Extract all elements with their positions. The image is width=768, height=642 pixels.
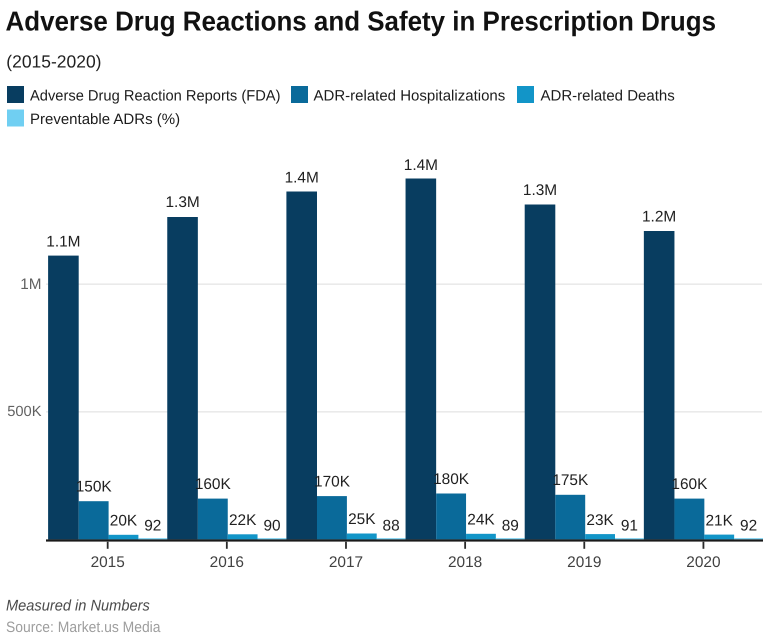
svg-text:2018: 2018 [448, 554, 482, 571]
svg-text:2020: 2020 [686, 554, 720, 571]
svg-text:1.3M: 1.3M [523, 182, 557, 199]
svg-text:1.1M: 1.1M [46, 234, 80, 251]
svg-text:2015: 2015 [91, 554, 125, 571]
svg-text:1.3M: 1.3M [165, 194, 199, 211]
svg-text:2019: 2019 [567, 554, 601, 571]
svg-text:Preventable ADRs (%): Preventable ADRs (%) [30, 111, 180, 128]
svg-text:20K: 20K [110, 513, 138, 530]
svg-text:88: 88 [383, 518, 400, 535]
svg-text:1.4M: 1.4M [285, 170, 319, 187]
svg-text:ADR-related Deaths: ADR-related Deaths [541, 88, 675, 105]
svg-text:160K: 160K [671, 476, 708, 493]
svg-text:(2015-2020): (2015-2020) [6, 51, 101, 71]
svg-text:2017: 2017 [329, 554, 363, 571]
svg-text:21K: 21K [706, 512, 734, 529]
svg-text:1.4M: 1.4M [404, 157, 438, 174]
svg-text:Adverse Drug Reactions and Saf: Adverse Drug Reactions and Safety in Pre… [6, 6, 717, 37]
svg-text:160K: 160K [195, 476, 232, 493]
svg-text:91: 91 [621, 518, 638, 535]
svg-text:23K: 23K [586, 512, 614, 529]
svg-text:25K: 25K [348, 511, 376, 528]
svg-text:92: 92 [144, 518, 161, 535]
svg-text:22K: 22K [229, 512, 257, 529]
svg-text:24K: 24K [467, 512, 495, 529]
svg-text:90: 90 [263, 518, 280, 535]
svg-text:500K: 500K [7, 404, 42, 420]
svg-text:ADR-related Hospitalizations: ADR-related Hospitalizations [314, 88, 506, 105]
svg-text:Source: Market.us Media: Source: Market.us Media [6, 619, 161, 636]
svg-text:180K: 180K [433, 471, 470, 488]
svg-text:170K: 170K [314, 474, 351, 491]
svg-text:175K: 175K [552, 472, 589, 489]
svg-text:150K: 150K [76, 479, 113, 496]
svg-text:Measured in Numbers: Measured in Numbers [6, 598, 150, 615]
svg-text:1M: 1M [20, 276, 41, 293]
svg-text:89: 89 [502, 518, 519, 535]
svg-text:2016: 2016 [210, 554, 244, 571]
svg-text:92: 92 [740, 518, 757, 535]
svg-text:Adverse Drug Reaction Reports: Adverse Drug Reaction Reports (FDA) [30, 88, 281, 105]
svg-text:1.2M: 1.2M [642, 209, 676, 226]
